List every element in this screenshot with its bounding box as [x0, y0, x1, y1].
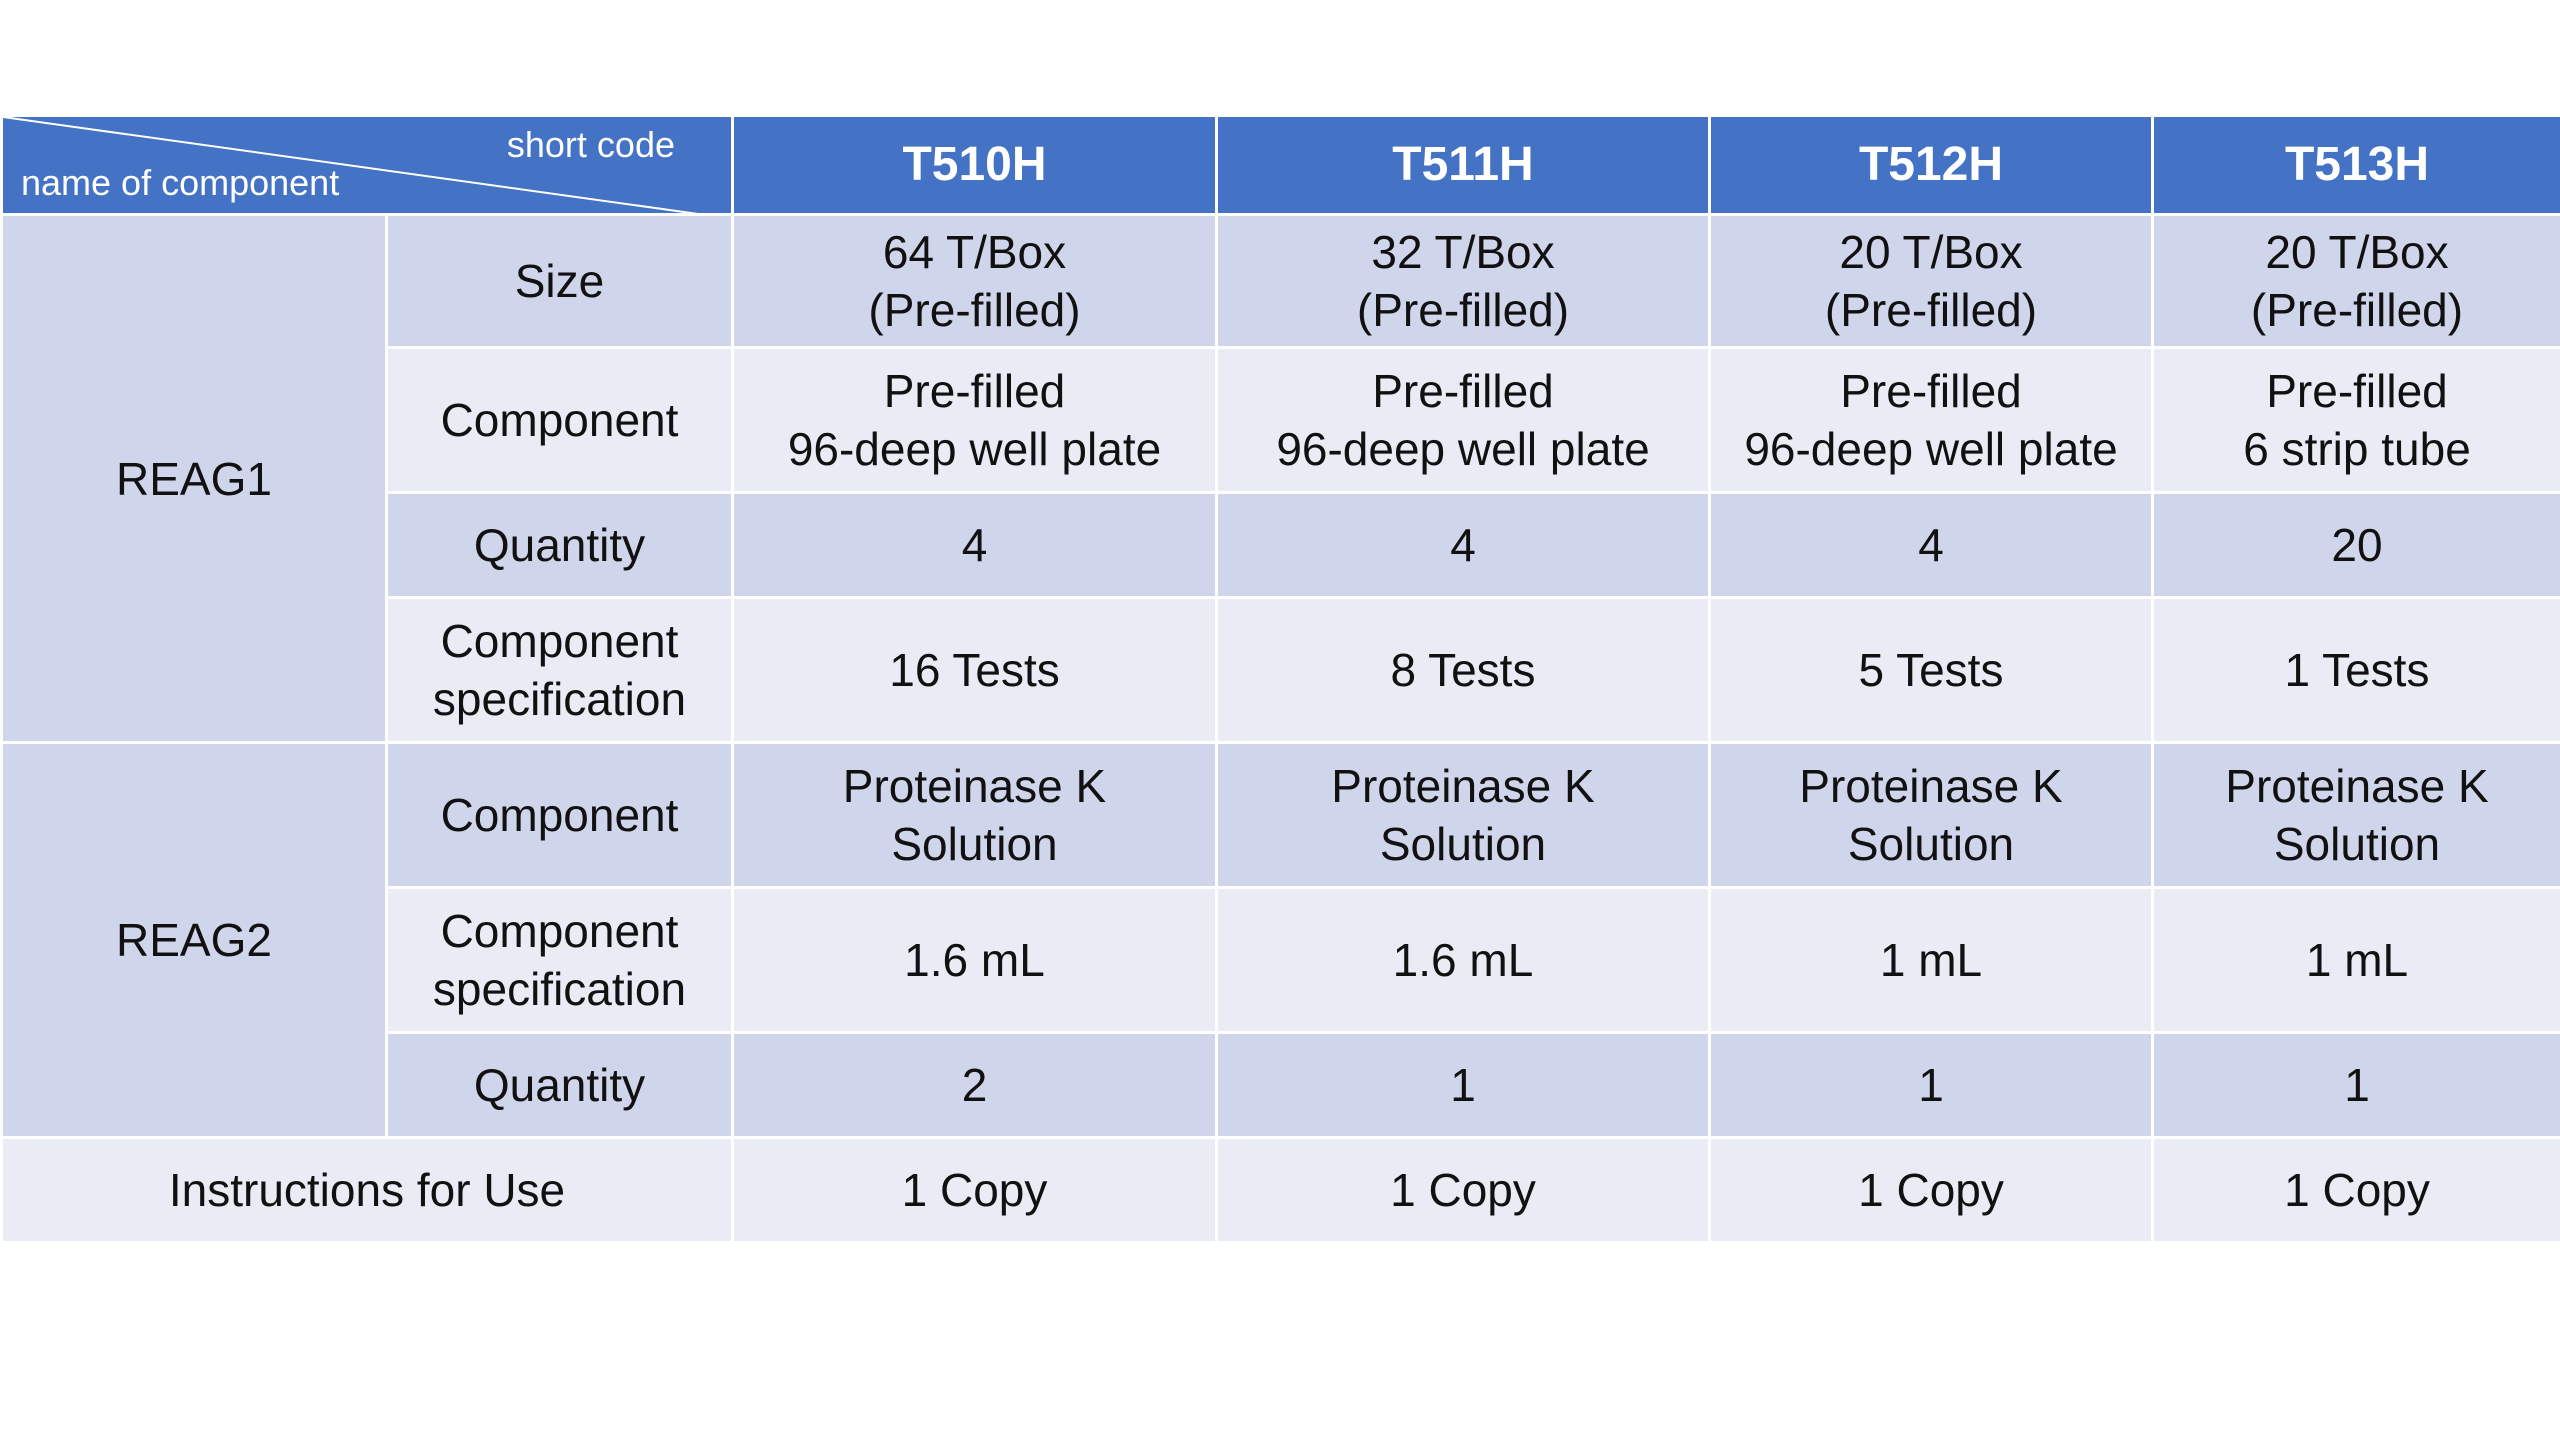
short-code-label: short code	[506, 124, 675, 165]
component-spec-table: short code name of component T510H T511H…	[0, 114, 2560, 1244]
table-cell: 1 mL	[2151, 886, 2560, 1034]
table-cell: Pre-filled 96-deep well plate	[1708, 346, 2154, 494]
table-cell: 4	[731, 491, 1218, 599]
table-cell: 1 mL	[1708, 886, 2154, 1034]
reag1-component-row: Component Pre-filled 96-deep well plate P…	[2, 346, 2560, 494]
table-cell: Proteinase K Solution	[731, 741, 1218, 889]
reag2-specification-row: Component specification 1.6 mL 1.6 mL 1 m…	[2, 886, 2560, 1034]
row-label-size: Size	[385, 213, 734, 349]
table-cell: 1 Tests	[2151, 596, 2560, 744]
row-label-specification: Component specification	[385, 596, 734, 744]
reag1-quantity-row: Quantity 4 4 4 20	[2, 491, 2560, 599]
code-t511h: T511H	[1215, 114, 1711, 216]
table-cell: 1	[2151, 1031, 2560, 1139]
table-cell: 1 Copy	[731, 1136, 1218, 1244]
table-cell: Proteinase K Solution	[1708, 741, 2154, 889]
reag1-size-row: REAG1 Size 64 T/Box (Pre-filled) 32 T/Box…	[0, 213, 2560, 744]
table-cell: 4	[1215, 491, 1711, 599]
reag2-component-row: REAG2 Component Proteinase K Solution Pro…	[0, 741, 2560, 1139]
table-cell: Proteinase K Solution	[2151, 741, 2560, 889]
row-label-specification: Component specification	[385, 886, 734, 1034]
reag2-group-label: REAG2	[0, 741, 388, 1139]
table-cell: 1 Copy	[1708, 1136, 2154, 1244]
reag1-specification-row: Component specification 16 Tests 8 Tests …	[2, 596, 2560, 744]
table-cell: 1 Copy	[1215, 1136, 1711, 1244]
header-diagonal-cell: short code name of component	[0, 114, 734, 216]
diagonal-divider	[6, 118, 688, 212]
row-label-quantity: Quantity	[385, 1031, 734, 1139]
row-label-component: Component	[385, 741, 734, 889]
table-cell: 20 T/Box (Pre-filled)	[2151, 213, 2560, 349]
row-label-instructions: Instructions for Use	[0, 1136, 734, 1244]
header-row: short code name of component T510H T511H…	[0, 114, 2560, 216]
table-cell: 4	[1708, 491, 2154, 599]
reag2-quantity-row: Quantity 2 1 1 1	[2, 1031, 2560, 1139]
row-label-component: Component	[385, 346, 734, 494]
table-cell: 5 Tests	[1708, 596, 2154, 744]
table-cell: Pre-filled 96-deep well plate	[1215, 346, 1711, 494]
table-cell: 1	[1708, 1031, 2154, 1139]
table-cell: 8 Tests	[1215, 596, 1711, 744]
table-cell: 16 Tests	[731, 596, 1218, 744]
row-label-quantity: Quantity	[385, 491, 734, 599]
table-cell: 1 Copy	[2151, 1136, 2560, 1244]
code-t510h: T510H	[731, 114, 1218, 216]
table-cell: 20 T/Box (Pre-filled)	[1708, 213, 2154, 349]
instructions-row: Instructions for Use 1 Copy 1 Copy 1 Cop…	[0, 1136, 2560, 1244]
table-cell: Pre-filled 96-deep well plate	[731, 346, 1218, 494]
table-cell: 64 T/Box (Pre-filled)	[731, 213, 1218, 349]
table-cell: 1.6 mL	[731, 886, 1218, 1034]
table-cell: 20	[2151, 491, 2560, 599]
code-t512h: T512H	[1708, 114, 2154, 216]
table-cell: 1	[1215, 1031, 1711, 1139]
code-t513h: T513H	[2151, 114, 2560, 216]
table-cell: 2	[731, 1031, 1218, 1139]
table-cell: Proteinase K Solution	[1215, 741, 1711, 889]
table-cell: 1.6 mL	[1215, 886, 1711, 1034]
name-of-component-label: name of component	[21, 162, 340, 203]
table-cell: 32 T/Box (Pre-filled)	[1215, 213, 1711, 349]
reag1-group-label: REAG1	[0, 213, 388, 744]
table-cell: Pre-filled 6 strip tube	[2151, 346, 2560, 494]
